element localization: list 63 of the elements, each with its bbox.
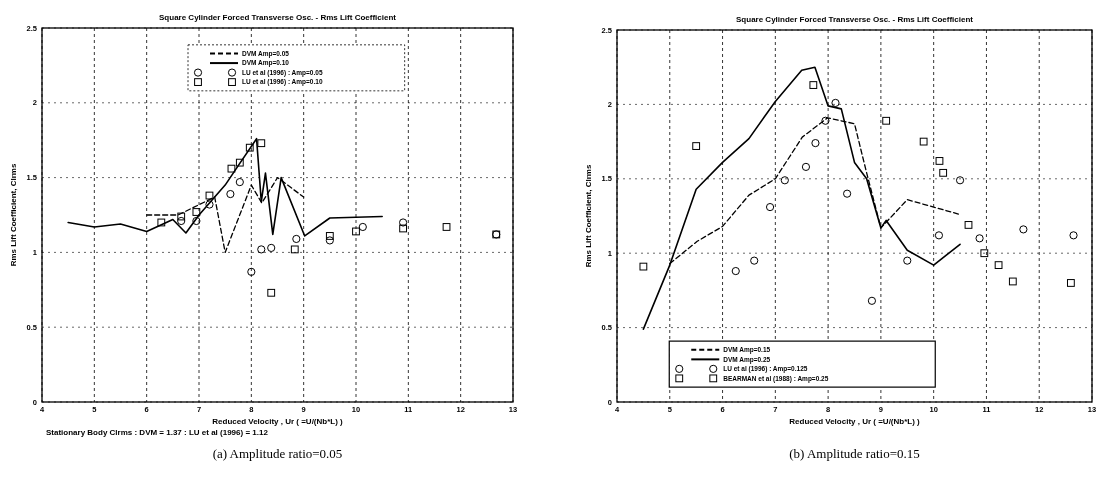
point [257,139,266,148]
point [935,157,944,165]
point [267,243,276,253]
point [821,116,830,125]
point [882,116,891,125]
point [177,216,186,226]
point [811,138,820,148]
point [352,227,360,236]
point [192,208,201,216]
text: (b) Amplitude ratio=0.15 [789,446,920,461]
point [290,245,299,254]
text: Stationary Body Clrms : DVM = 1.37 : LU et al (1996) = 1.12 [46,428,269,437]
point [939,168,948,177]
point [750,256,759,265]
point [227,164,236,173]
point [919,137,928,146]
point [843,189,852,198]
point [867,296,877,305]
point [1069,231,1078,240]
x-axis-title: Reduced Velocity , Ur ( =U/(Nb*L) ) [212,417,344,426]
point [975,234,984,243]
y-axis-title: Rms Lift Coefficient, Clrms [9,163,18,267]
point [934,231,944,240]
x-axis-title: Reduced Velocity , Ur ( =U/(Nb*L) ) [789,417,921,426]
point [1066,279,1075,287]
point [245,143,254,152]
point [639,262,648,271]
point [247,267,256,276]
point [157,218,166,227]
point [267,288,276,297]
point [235,158,244,167]
chart-title: Square Cylinder Forced Transverse Osc. - Rms Lift Coefficient [736,15,974,24]
point [226,189,235,199]
chart-title: Square Cylinder Forced Transverse Osc. - Rms Lift Coefficient [159,13,397,22]
point [903,256,912,265]
text: (a) Amplitude ratio=0.05 [212,446,343,461]
point [442,223,451,231]
point [964,221,973,229]
point [765,202,775,212]
point [192,216,201,226]
point [955,176,965,185]
point [809,81,818,89]
point [292,234,301,244]
point [205,191,214,200]
point [257,245,266,254]
point [994,261,1003,269]
point [325,236,334,245]
point [399,224,407,233]
point [399,218,408,227]
point [731,266,740,276]
point [358,222,367,232]
point [692,142,701,150]
point [980,249,989,258]
point [801,162,811,171]
point [325,232,334,240]
point [205,200,214,209]
point [780,176,789,185]
point [235,177,244,187]
y-axis-title: Rms Lift Coefficient, Clrms [584,164,593,268]
point [831,98,840,108]
point [1019,225,1028,234]
point [177,212,186,221]
point [1008,277,1017,286]
